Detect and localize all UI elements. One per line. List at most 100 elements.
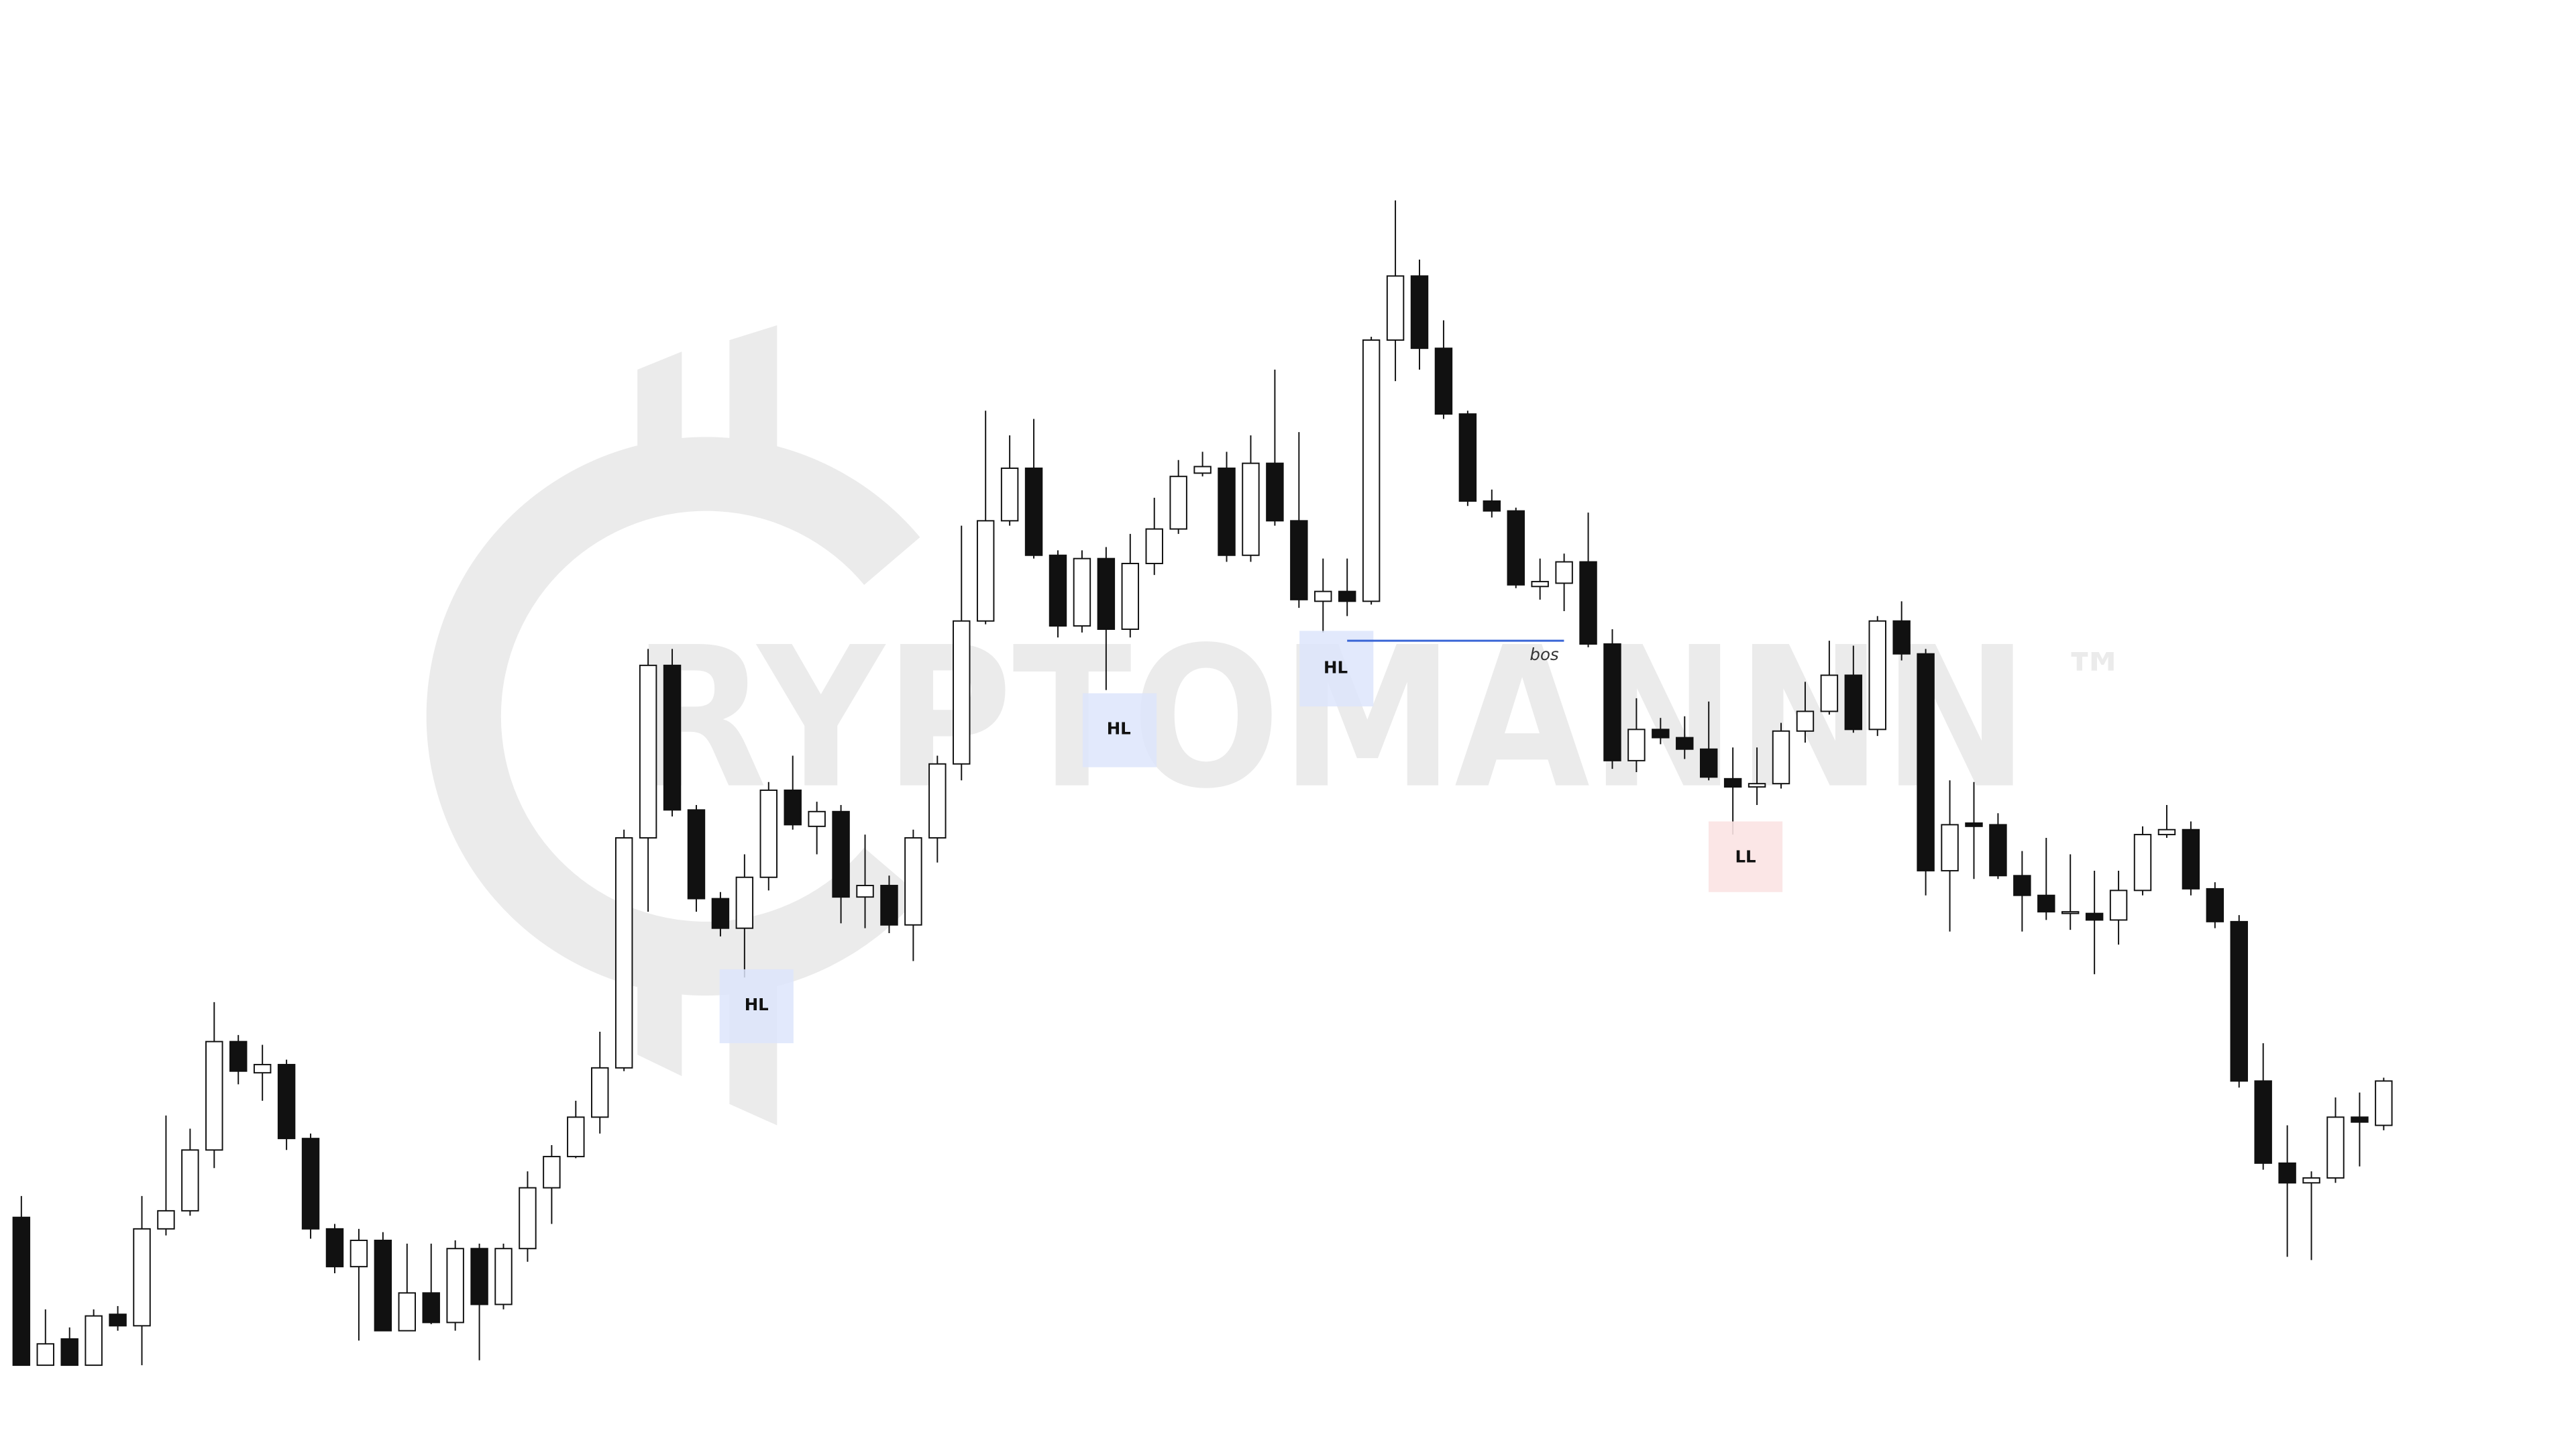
candle-body xyxy=(446,1248,464,1324)
candle-body xyxy=(687,809,706,900)
annotation-box xyxy=(1708,821,1783,892)
candle-body xyxy=(1699,748,1718,778)
candle-body xyxy=(2254,1080,2272,1164)
candle-body xyxy=(1073,557,1091,627)
watermark-mark: ™ xyxy=(2061,639,2127,716)
watermark-logo xyxy=(426,437,920,996)
annotation-box xyxy=(1299,631,1374,707)
candle-body xyxy=(2085,912,2104,921)
candle-body xyxy=(663,664,682,811)
bos-label: bos xyxy=(1529,645,1559,664)
candle-body xyxy=(1796,710,1815,732)
candle-body xyxy=(398,1292,417,1332)
annotations: HL HL HL LL bos xyxy=(719,631,1783,1044)
candle-body xyxy=(2375,1080,2393,1126)
candle-body xyxy=(1145,528,1163,564)
candle-body xyxy=(1121,563,1140,630)
candle-body xyxy=(1627,729,1646,761)
candle-body xyxy=(1917,653,1935,871)
candle-body xyxy=(1169,476,1187,530)
candle-body xyxy=(1772,730,1790,785)
candle-body xyxy=(856,885,874,898)
watermark-logo-bar xyxy=(637,969,682,1077)
candle-body xyxy=(591,1067,609,1118)
candle-body xyxy=(953,620,971,765)
candle-body xyxy=(2182,828,2200,890)
candle-body xyxy=(2061,911,2080,914)
candle-body xyxy=(325,1228,344,1268)
candle-body xyxy=(1965,822,1983,827)
candle-body xyxy=(976,520,995,622)
candle-body xyxy=(1193,466,1212,474)
candle-body xyxy=(1555,561,1573,584)
candle-body xyxy=(12,1216,31,1366)
candle-body xyxy=(157,1210,175,1230)
candle-body xyxy=(1000,467,1019,522)
candle-body xyxy=(1266,462,1284,522)
candle-body xyxy=(2302,1177,2320,1184)
candle-body xyxy=(2133,834,2152,892)
annotation-label: HL xyxy=(745,995,769,1014)
candle-body xyxy=(1338,590,1356,602)
candle-body xyxy=(1483,500,1501,512)
candle-body xyxy=(1989,824,2007,877)
candle-body xyxy=(1676,737,1694,750)
candle-body xyxy=(1458,413,1477,502)
candle-body xyxy=(1218,467,1236,556)
candle-body xyxy=(1844,674,1863,731)
candle-body xyxy=(470,1248,488,1305)
candle-body xyxy=(2013,875,2031,896)
candle-body xyxy=(1049,554,1067,627)
candle-body xyxy=(181,1149,199,1212)
candle-body xyxy=(808,810,826,827)
candle-body xyxy=(1507,510,1525,586)
candle-body xyxy=(1410,275,1429,350)
candle-body xyxy=(1097,557,1116,630)
candle-body xyxy=(2037,894,2055,913)
annotation-label: HL xyxy=(1107,718,1131,738)
candle-body xyxy=(350,1240,368,1268)
candle-body xyxy=(133,1228,151,1327)
candle-body xyxy=(1820,674,1839,712)
watermark-logo-bar xyxy=(729,325,777,447)
candle-body xyxy=(1531,580,1549,588)
candles xyxy=(12,200,2393,1366)
candle-body xyxy=(1290,520,1308,600)
watermark-logo-bar xyxy=(637,352,682,447)
candle-body xyxy=(904,837,922,926)
candle-body xyxy=(1314,590,1332,602)
candle-body xyxy=(1434,347,1453,415)
candle-body xyxy=(2351,1116,2369,1123)
annotation-label: LL xyxy=(1735,847,1756,866)
candle-body xyxy=(1386,275,1405,341)
candle-body xyxy=(2278,1162,2296,1184)
candle-body xyxy=(880,885,898,926)
candle-body xyxy=(784,789,802,826)
candle-body xyxy=(494,1248,513,1305)
candle-body xyxy=(1579,561,1597,645)
candle-body xyxy=(2326,1116,2345,1179)
candle-body xyxy=(614,837,633,1069)
candle-body xyxy=(229,1040,248,1072)
candle-body xyxy=(85,1315,103,1366)
candle-body xyxy=(2206,888,2224,922)
candle-body xyxy=(567,1116,585,1158)
candle-body xyxy=(60,1338,78,1366)
candle-body xyxy=(519,1187,537,1250)
annotation-box xyxy=(1082,693,1157,767)
candle-body xyxy=(832,810,850,898)
candle-body xyxy=(1748,783,1766,788)
candle-body xyxy=(1652,729,1670,739)
candle-body xyxy=(2230,920,2248,1082)
candle-body xyxy=(1892,620,1911,655)
candle-body xyxy=(301,1138,320,1230)
candle-body xyxy=(1603,643,1621,761)
candle-body xyxy=(374,1240,392,1332)
candle-body xyxy=(1941,824,1959,871)
candle-body xyxy=(1024,467,1043,556)
candle-body xyxy=(928,763,947,839)
candle-body xyxy=(639,664,657,839)
annotation-label: HL xyxy=(1324,658,1348,678)
candle-body xyxy=(1868,620,1886,731)
